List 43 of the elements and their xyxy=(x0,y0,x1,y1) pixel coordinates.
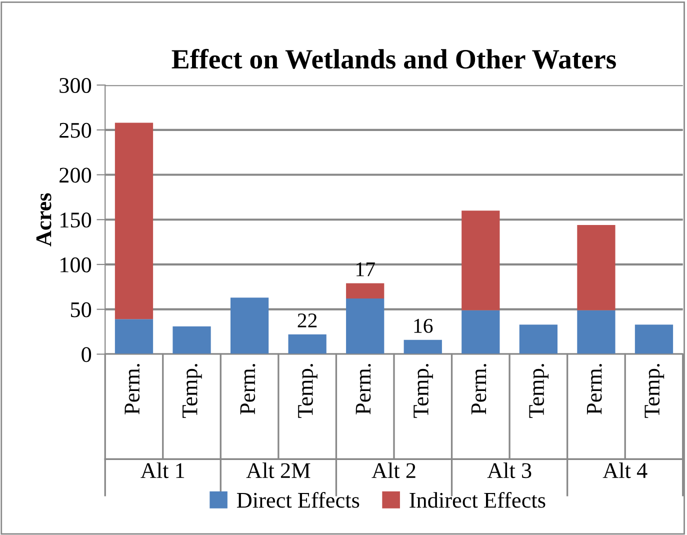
x-tick-label: Perm. xyxy=(124,364,140,414)
text: Alt 4 xyxy=(602,462,648,478)
x-tick-label: Temp. xyxy=(414,364,433,418)
y-tick-label: 300 xyxy=(60,78,92,93)
x-tick-label: Perm. xyxy=(471,364,486,414)
x-tick-label: Perm. xyxy=(587,364,602,414)
x-tick-label: Perm. xyxy=(356,364,371,414)
y-tick-label: 100 xyxy=(60,257,92,272)
y-tick-label: 200 xyxy=(60,168,92,183)
text: Alt 2M xyxy=(246,462,310,478)
y-tick-label: 0 xyxy=(82,347,92,362)
bar xyxy=(404,340,442,354)
text: Alt 1 xyxy=(140,462,184,478)
legend-label: Direct Effects xyxy=(236,492,360,508)
bar xyxy=(230,298,269,354)
bar xyxy=(462,210,500,310)
x-tick-label: Temp. xyxy=(529,364,549,418)
bar xyxy=(577,310,616,354)
bar xyxy=(346,298,384,354)
y-tick-label: 150 xyxy=(60,212,92,228)
x-tick-label: Temp. xyxy=(644,364,664,418)
bar xyxy=(114,319,154,354)
bar xyxy=(346,283,384,299)
text: Alt 2 xyxy=(372,462,416,478)
y-tick-label: 250 xyxy=(60,122,92,138)
legend-label: Indirect Effects xyxy=(410,492,546,508)
y-tick-label: 50 xyxy=(70,302,92,318)
x-tick-label: Temp. xyxy=(182,364,202,418)
bar xyxy=(114,122,154,320)
data-label: 22 xyxy=(298,314,317,328)
bar xyxy=(172,326,211,354)
x-tick-label: Perm. xyxy=(240,364,256,414)
bar xyxy=(288,334,326,354)
data-label: 16 xyxy=(414,318,433,333)
bar xyxy=(462,310,500,354)
x-tick-label: Temp. xyxy=(298,364,318,418)
data-label: 17 xyxy=(356,262,375,276)
chart-title: Effect on Wetlands and Other Waters xyxy=(172,48,616,69)
y-axis-title: Acres xyxy=(36,193,52,246)
bar xyxy=(519,324,558,354)
bar xyxy=(577,225,616,310)
bar xyxy=(634,324,674,354)
text: Alt 3 xyxy=(487,462,532,478)
